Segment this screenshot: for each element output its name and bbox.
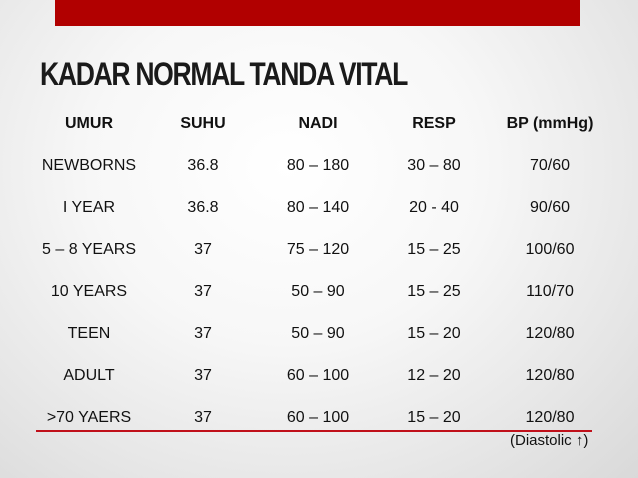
cell-nadi: 80 – 140 [286,199,350,216]
header-nadi: NADI [298,115,338,132]
cell-umur: 5 – 8 YEARS [42,241,136,258]
table-row: I YEAR 36.8 80 – 140 20 - 40 90/60 [30,187,610,229]
cell-nadi: 60 – 100 [286,409,350,426]
cell-nadi: 60 – 100 [286,367,350,384]
cell-umur: ADULT [63,367,115,384]
diastolic-footnote: (Diastolic ↑) [510,432,589,449]
table-row: ADULT 37 60 – 100 12 – 20 120/80 [30,355,610,397]
cell-bp: 120/80 [525,325,575,342]
header-umur: UMUR [65,115,113,132]
cell-resp: 15 – 25 [407,241,461,258]
table-row: NEWBORNS 36.8 80 – 180 30 – 80 70/60 [30,145,610,187]
table-header-row: UMUR SUHU NADI RESP BP (mmHg) [30,103,610,145]
cell-suhu: 37 [194,283,212,300]
header-resp: RESP [412,115,456,132]
table-row: TEEN 37 50 – 90 15 – 20 120/80 [30,313,610,355]
cell-bp: 120/80 [525,367,575,384]
cell-bp: 70/60 [529,157,571,174]
table-row: >70 YAERS 37 60 – 100 15 – 20 120/80 [30,397,610,439]
cell-umur: NEWBORNS [41,157,137,174]
cell-bp: 120/80 [525,409,575,426]
cell-umur: TEEN [67,325,111,342]
cell-umur: >70 YAERS [46,409,132,426]
cell-resp: 15 – 20 [407,409,461,426]
cell-suhu: 37 [194,325,212,342]
cell-umur: I YEAR [62,199,116,216]
cell-umur: 10 YEARS [50,283,128,300]
cell-resp: 12 – 20 [407,367,461,384]
cell-suhu: 37 [194,409,212,426]
top-accent-bar [55,0,580,26]
slide-title: KADAR NORMAL TANDA VITAL [40,56,408,92]
cell-bp: 90/60 [529,199,571,216]
cell-resp: 15 – 25 [407,283,461,300]
cell-resp: 30 – 80 [407,157,461,174]
cell-resp: 20 - 40 [409,199,459,216]
header-bp: BP (mmHg) [506,115,594,132]
cell-suhu: 37 [194,241,212,258]
cell-suhu: 36.8 [187,199,219,216]
cell-bp: 110/70 [526,283,574,300]
header-suhu: SUHU [180,115,226,132]
vital-signs-table: UMUR SUHU NADI RESP BP (mmHg) NEWBORNS 3… [30,103,610,439]
cell-nadi: 50 – 90 [291,325,345,342]
red-underline-divider [36,430,592,432]
cell-suhu: 36.8 [187,157,219,174]
cell-bp: 100/60 [525,241,575,258]
cell-nadi: 75 – 120 [286,241,350,258]
cell-nadi: 50 – 90 [291,283,345,300]
cell-resp: 15 – 20 [407,325,461,342]
table-row: 5 – 8 YEARS 37 75 – 120 15 – 25 100/60 [30,229,610,271]
table-row: 10 YEARS 37 50 – 90 15 – 25 110/70 [30,271,610,313]
cell-nadi: 80 – 180 [286,157,350,174]
cell-suhu: 37 [194,367,212,384]
